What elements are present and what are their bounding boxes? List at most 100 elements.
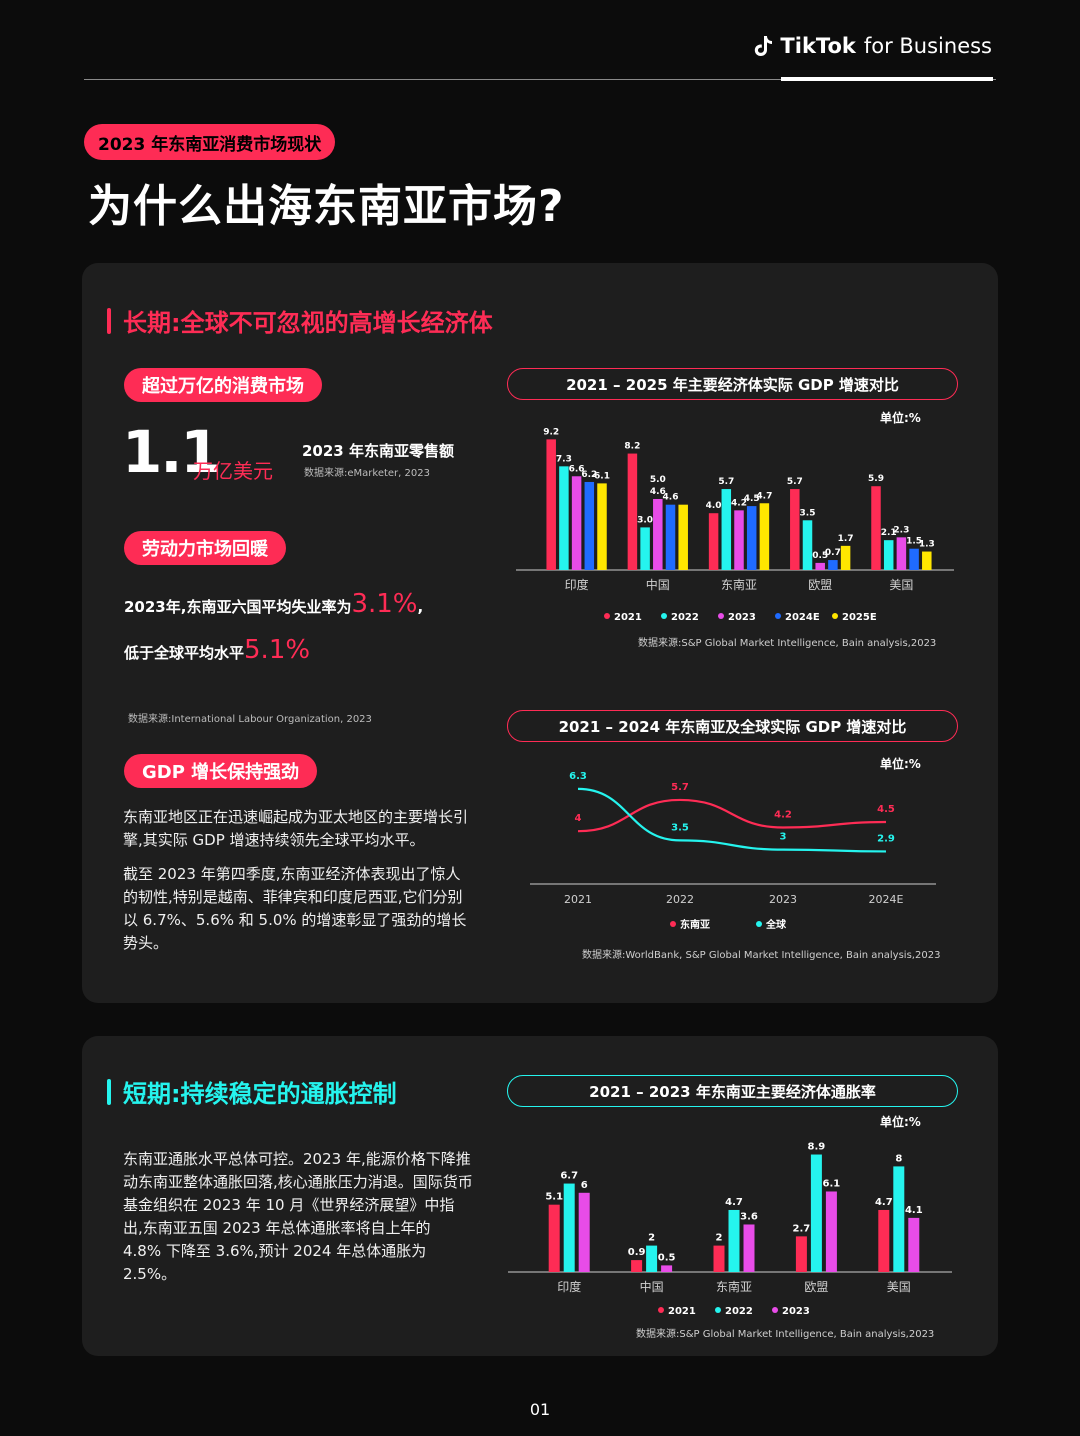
legend-marker	[832, 613, 838, 619]
legend-label: 东南亚	[680, 918, 710, 931]
chart-data-label: 6.1	[594, 471, 610, 481]
legend-label: 2022	[671, 612, 699, 623]
chart-bar	[546, 439, 556, 570]
legend-label: 2023	[728, 612, 756, 623]
chart-data-label: 4.5	[877, 804, 895, 815]
gdp-bar-chart-title: 2021 – 2025 年主要经济体实际 GDP 增速对比	[507, 368, 958, 400]
chart-category-label: 欧盟	[808, 578, 832, 592]
chart-data-label: 5.7	[671, 782, 689, 793]
chart-bar	[908, 1217, 920, 1272]
chart-bar	[548, 1204, 560, 1272]
gdp-bar-chart-source: 数据来源:S&P Global Market Intelligence, Bai…	[638, 638, 937, 649]
chart-data-label: 7.3	[556, 454, 572, 464]
chart-data-label: 3.0	[637, 515, 653, 525]
legend-marker	[718, 613, 724, 619]
chart-category-label: 中国	[640, 1279, 664, 1294]
gdp-line-chart-unit: 单位:%	[880, 757, 921, 771]
chart-data-label: 6.1	[823, 1178, 841, 1189]
chart-bar	[578, 1192, 590, 1272]
chart-bar	[759, 503, 770, 570]
chart-bar	[896, 537, 907, 570]
legend-marker	[604, 613, 610, 619]
chart-bar	[708, 513, 719, 570]
page-number: 01	[529, 1400, 551, 1419]
heading-accent-bar	[107, 307, 111, 334]
brand-name: TikTok	[780, 34, 856, 58]
labor-source: 数据来源:International Labour Organization, …	[128, 714, 372, 725]
legend-marker	[661, 613, 667, 619]
legend-label: 2023	[782, 1306, 810, 1317]
legend-marker	[658, 1307, 664, 1313]
chart-bar	[746, 506, 757, 570]
chart-data-label: 4.2	[731, 498, 747, 508]
legend-label: 2021	[614, 612, 642, 623]
chart-bar	[825, 1191, 837, 1272]
legend-marker	[670, 921, 676, 927]
chart-series-line	[577, 787, 887, 853]
chart-bar	[795, 1236, 807, 1272]
chart-data-label: 1.3	[919, 540, 935, 550]
chart-bar	[646, 1245, 658, 1272]
chart-category-label: 2022	[666, 893, 694, 906]
chart-data-label: 2.1	[881, 528, 897, 538]
section1-heading: 长期:全球不可忽视的高增长经济体	[107, 303, 493, 338]
chart-data-label: 6.6	[569, 464, 585, 474]
chart-bar	[909, 548, 919, 570]
legend-marker	[772, 1307, 778, 1313]
chart-bar	[584, 481, 595, 570]
chart-data-label: 6.2	[581, 470, 597, 480]
chart-bar	[743, 1224, 755, 1272]
consumer-market-pill: 超过万亿的消费市场	[124, 368, 322, 402]
chart-bar	[883, 540, 894, 570]
chart-data-label: 4.2	[774, 810, 792, 821]
chart-data-label: 9.2	[543, 427, 559, 437]
chart-data-label: 5.0	[650, 475, 666, 485]
retail-label: 2023 年东南亚零售额	[302, 442, 454, 460]
gdp-bar-chart: 9.2 7.36.66.26.1 印度 8.2 3.0 4.64.6 中国 4.0 5.7 4.2…	[516, 427, 954, 623]
chart-data-label: 4.6	[663, 493, 679, 503]
chart-data-label: 8	[895, 1153, 902, 1164]
chart-bar	[559, 466, 569, 570]
chart-bar	[627, 453, 638, 570]
chart-data-label: 2.7	[793, 1223, 811, 1234]
section-tag: 2023 年东南亚消费市场现状	[84, 124, 336, 160]
chart-category-label: 2021	[564, 893, 592, 906]
retail-source: 数据来源:eMarketer, 2023	[304, 468, 430, 479]
chart-data-label: 6	[581, 1180, 588, 1191]
chart-category-label: 欧盟	[804, 1280, 828, 1294]
chart-category-label: 美国	[887, 1280, 911, 1294]
global-unemployment-text: 低于全球平均水平	[124, 644, 245, 662]
chart-bar	[828, 560, 838, 570]
chart-data-label: 4.7	[725, 1197, 743, 1208]
chart-data-label: 4.6	[650, 487, 666, 497]
section2-heading: 短期:持续稳定的通胀控制	[107, 1074, 397, 1109]
inflation-chart-unit: 单位:%	[880, 1115, 921, 1129]
chart-data-label: 4.0	[706, 501, 722, 511]
legend-marker	[715, 1307, 721, 1313]
chart-data-label: 5.1	[545, 1192, 563, 1203]
chart-data-label: 1.7	[838, 534, 854, 544]
gdp-paragraph-1: 东南亚地区正在迅速崛起成为亚太地区的主要增长引擎,其实际 GDP 增速持续领先全…	[123, 808, 469, 849]
inflation-paragraph: 东南亚通胀水平总体可控。2023 年,能源价格下降推动东南亚整体通胀回落,核心通…	[123, 1150, 473, 1283]
chart-bar	[571, 476, 582, 570]
chart-bar	[893, 1166, 905, 1272]
chart-bar	[713, 1245, 725, 1272]
header-divider	[84, 79, 996, 80]
labor-market-pill: 劳动力市场回暖	[124, 531, 286, 565]
chart-series-line	[577, 798, 887, 833]
chart-bar	[678, 504, 688, 570]
chart-category-label: 印度	[557, 1279, 581, 1294]
gdp-line-chart-title: 2021 – 2024 年东南亚及全球实际 GDP 增速对比	[507, 710, 958, 742]
unemployment-line: 2023年,东南亚六国平均失业率为 3.1% ,	[124, 589, 423, 619]
chart-bar	[815, 562, 825, 570]
chart-data-label: 5.7	[787, 477, 803, 487]
chart-bar	[922, 551, 932, 570]
chart-bar	[563, 1183, 575, 1272]
global-unemployment-value: 5.1%	[244, 635, 311, 665]
chart-data-label: 4	[575, 813, 582, 824]
retail-unit: 万亿美元	[193, 459, 273, 483]
chart-bar	[871, 486, 881, 570]
chart-category-label: 印度	[565, 577, 589, 592]
inflation-chart-title: 2021 – 2023 年东南亚主要经济体通胀率	[507, 1075, 958, 1107]
chart-data-label: 8.9	[808, 1142, 826, 1153]
